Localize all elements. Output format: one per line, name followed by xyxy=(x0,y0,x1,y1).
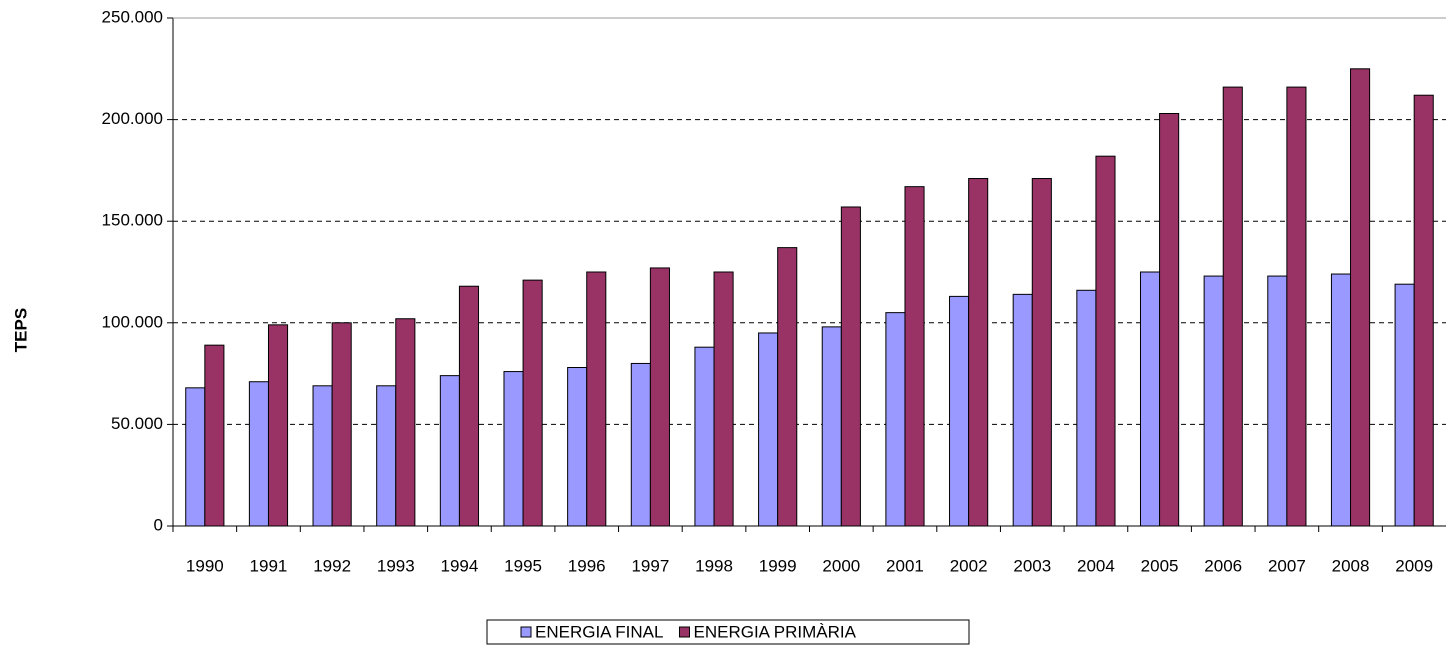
bar xyxy=(1394,283,1415,527)
x-tick-label: 2004 xyxy=(1077,556,1115,575)
x-tick-label: 2002 xyxy=(950,556,988,575)
bar xyxy=(312,385,333,527)
x-tick-label: 1993 xyxy=(377,556,415,575)
bar xyxy=(331,322,352,527)
bar xyxy=(777,247,798,527)
x-tick-label: 1996 xyxy=(568,556,606,575)
x-tick-label: 2005 xyxy=(1141,556,1179,575)
bar xyxy=(904,186,925,527)
bar xyxy=(376,385,397,527)
bar xyxy=(630,362,651,527)
x-tick-label: 1990 xyxy=(186,556,224,575)
legend-label: ENERGIA FINAL xyxy=(535,622,663,641)
bar xyxy=(694,346,715,527)
x-tick-label: 1997 xyxy=(631,556,669,575)
y-tick-label: 100.000 xyxy=(102,312,163,331)
x-tick-label: 2001 xyxy=(886,556,924,575)
bar xyxy=(1203,275,1224,527)
bar xyxy=(821,326,842,527)
bar xyxy=(1222,86,1243,527)
y-tick-label: 50.000 xyxy=(111,414,163,433)
x-tick-label: 2000 xyxy=(822,556,860,575)
x-tick-label: 1991 xyxy=(250,556,288,575)
x-tick-label: 1994 xyxy=(441,556,479,575)
bar xyxy=(758,332,779,527)
bar xyxy=(1095,155,1116,527)
legend-box xyxy=(486,619,970,645)
x-tick-label: 2008 xyxy=(1332,556,1370,575)
bar xyxy=(885,312,906,527)
x-tick-label: 1999 xyxy=(759,556,797,575)
bar xyxy=(968,178,989,527)
bar xyxy=(649,267,670,527)
y-axis-title: TEPS xyxy=(11,308,30,352)
bar xyxy=(503,371,524,527)
bar xyxy=(1330,273,1352,527)
x-tick-label: 1995 xyxy=(504,556,542,575)
x-tick-label: 2009 xyxy=(1395,556,1433,575)
bar xyxy=(840,206,861,527)
x-tick-label: 2006 xyxy=(1204,556,1242,575)
bar xyxy=(713,271,734,527)
x-tick-label: 1998 xyxy=(695,556,733,575)
y-tick-label: 150.000 xyxy=(102,211,163,230)
bar xyxy=(1076,289,1097,527)
bar xyxy=(1031,178,1052,527)
bar xyxy=(567,367,588,527)
bar xyxy=(1267,275,1288,527)
bar xyxy=(204,344,225,527)
bar xyxy=(395,318,416,527)
bar xyxy=(248,381,269,527)
x-tick-label: 2007 xyxy=(1268,556,1306,575)
y-tick-label: 250.000 xyxy=(102,7,163,26)
bar xyxy=(949,295,970,527)
bar xyxy=(586,271,607,527)
bar xyxy=(439,375,460,527)
legend-swatch xyxy=(678,626,690,638)
bar xyxy=(1286,86,1307,527)
legend-label: ENERGIA PRIMÀRIA xyxy=(693,622,856,641)
y-tick-label: 200.000 xyxy=(102,109,163,128)
bar xyxy=(1350,68,1371,527)
bar xyxy=(1413,94,1434,527)
bar xyxy=(522,279,543,527)
x-tick-label: 2003 xyxy=(1013,556,1051,575)
bar xyxy=(267,324,289,527)
legend-swatch xyxy=(520,626,532,638)
y-tick-label: 0 xyxy=(154,515,163,534)
bar xyxy=(1159,113,1180,527)
bar xyxy=(185,387,206,527)
bar xyxy=(458,285,480,527)
x-tick-label: 1992 xyxy=(313,556,351,575)
bar xyxy=(1012,293,1033,527)
bar xyxy=(1139,271,1161,527)
